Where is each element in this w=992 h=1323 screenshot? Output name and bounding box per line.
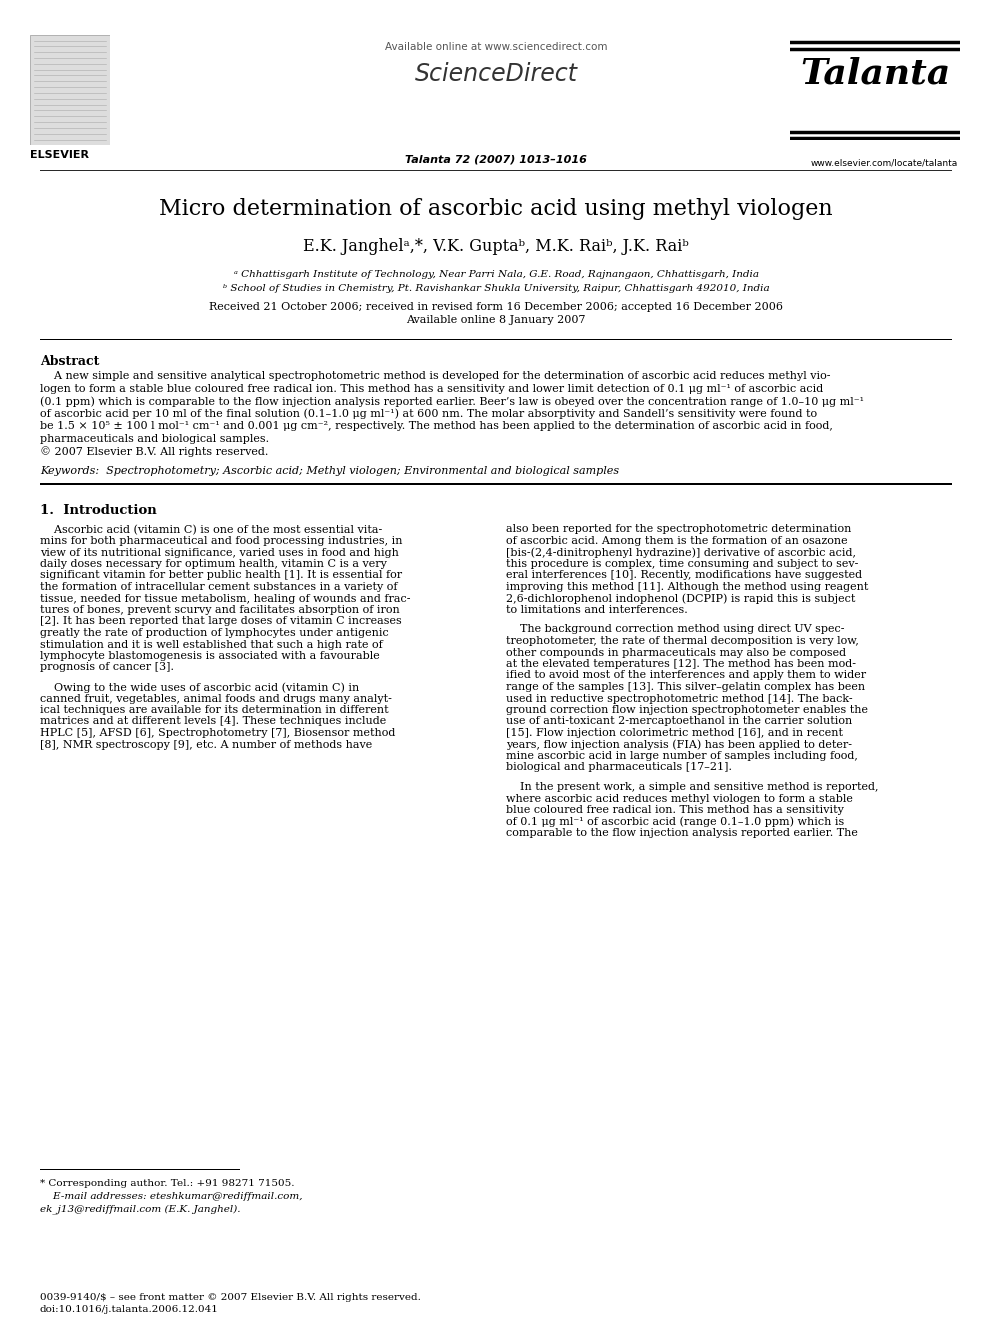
Text: 1.  Introduction: 1. Introduction	[40, 504, 157, 517]
Text: of ascorbic acid. Among them is the formation of an osazone: of ascorbic acid. Among them is the form…	[506, 536, 847, 546]
Text: [15]. Flow injection colorimetric method [16], and in recent: [15]. Flow injection colorimetric method…	[506, 728, 843, 738]
Text: E.K. Janghelᵃ,*, V.K. Guptaᵇ, M.K. Raiᵇ, J.K. Raiᵇ: E.K. Janghelᵃ,*, V.K. Guptaᵇ, M.K. Raiᵇ,…	[304, 238, 688, 255]
Text: The background correction method using direct UV spec-: The background correction method using d…	[506, 624, 844, 635]
Text: [2]. It has been reported that large doses of vitamin C increases: [2]. It has been reported that large dos…	[40, 617, 402, 627]
Text: eral interferences [10]. Recently, modifications have suggested: eral interferences [10]. Recently, modif…	[506, 570, 862, 581]
Text: matrices and at different levels [4]. These techniques include: matrices and at different levels [4]. Th…	[40, 717, 386, 726]
Text: prognosis of cancer [3].: prognosis of cancer [3].	[40, 663, 174, 672]
Text: ELSEVIER: ELSEVIER	[30, 149, 89, 160]
Text: this procedure is complex, time consuming and subject to sev-: this procedure is complex, time consumin…	[506, 560, 858, 569]
Text: of ascorbic acid per 10 ml of the final solution (0.1–1.0 μg ml⁻¹) at 600 nm. Th: of ascorbic acid per 10 ml of the final …	[40, 409, 817, 419]
Text: used in reductive spectrophotometric method [14]. The back-: used in reductive spectrophotometric met…	[506, 693, 853, 704]
Text: www.elsevier.com/locate/talanta: www.elsevier.com/locate/talanta	[810, 157, 958, 167]
Text: Micro determination of ascorbic acid using methyl viologen: Micro determination of ascorbic acid usi…	[159, 198, 833, 220]
Text: range of the samples [13]. This silver–gelatin complex has been: range of the samples [13]. This silver–g…	[506, 681, 865, 692]
Text: mine ascorbic acid in large number of samples including food,: mine ascorbic acid in large number of sa…	[506, 751, 858, 761]
Text: [8], NMR spectroscopy [9], etc. A number of methods have: [8], NMR spectroscopy [9], etc. A number…	[40, 740, 372, 750]
Text: biological and pharmaceuticals [17–21].: biological and pharmaceuticals [17–21].	[506, 762, 732, 773]
Text: Abstract: Abstract	[40, 355, 99, 368]
Text: blue coloured free radical ion. This method has a sensitivity: blue coloured free radical ion. This met…	[506, 804, 844, 815]
Text: logen to form a stable blue coloured free radical ion. This method has a sensiti: logen to form a stable blue coloured fre…	[40, 384, 823, 393]
Text: of 0.1 μg ml⁻¹ of ascorbic acid (range 0.1–1.0 ppm) which is: of 0.1 μg ml⁻¹ of ascorbic acid (range 0…	[506, 816, 844, 827]
Text: In the present work, a simple and sensitive method is reported,: In the present work, a simple and sensit…	[506, 782, 879, 792]
Text: 2,6-dichlorophenol indophenol (DCPIP) is rapid this is subject: 2,6-dichlorophenol indophenol (DCPIP) is…	[506, 594, 855, 605]
Text: at the elevated temperatures [12]. The method has been mod-: at the elevated temperatures [12]. The m…	[506, 659, 856, 669]
Text: © 2007 Elsevier B.V. All rights reserved.: © 2007 Elsevier B.V. All rights reserved…	[40, 446, 269, 456]
Text: * Corresponding author. Tel.: +91 98271 71505.: * Corresponding author. Tel.: +91 98271 …	[40, 1179, 295, 1188]
Text: ical techniques are available for its determination in different: ical techniques are available for its de…	[40, 705, 389, 714]
Text: use of anti-toxicant 2-mercaptoethanol in the carrier solution: use of anti-toxicant 2-mercaptoethanol i…	[506, 717, 852, 726]
Text: Talanta 72 (2007) 1013–1016: Talanta 72 (2007) 1013–1016	[405, 155, 587, 165]
Text: Received 21 October 2006; received in revised form 16 December 2006; accepted 16: Received 21 October 2006; received in re…	[209, 302, 783, 312]
Text: doi:10.1016/j.talanta.2006.12.041: doi:10.1016/j.talanta.2006.12.041	[40, 1304, 219, 1314]
Text: 0039-9140/$ – see front matter © 2007 Elsevier B.V. All rights reserved.: 0039-9140/$ – see front matter © 2007 El…	[40, 1293, 421, 1302]
Text: tures of bones, prevent scurvy and facilitates absorption of iron: tures of bones, prevent scurvy and facil…	[40, 605, 400, 615]
Text: lymphocyte blastomogenesis is associated with a favourable: lymphocyte blastomogenesis is associated…	[40, 651, 380, 662]
Text: Talanta: Talanta	[800, 57, 950, 91]
Text: to limitations and interferences.: to limitations and interferences.	[506, 605, 687, 615]
Text: canned fruit, vegetables, animal foods and drugs many analyt-: canned fruit, vegetables, animal foods a…	[40, 693, 392, 704]
Text: stimulation and it is well established that such a high rate of: stimulation and it is well established t…	[40, 639, 383, 650]
Text: Owing to the wide uses of ascorbic acid (vitamin C) in: Owing to the wide uses of ascorbic acid …	[40, 681, 359, 692]
Text: ified to avoid most of the interferences and apply them to wider: ified to avoid most of the interferences…	[506, 671, 866, 680]
Text: significant vitamin for better public health [1]. It is essential for: significant vitamin for better public he…	[40, 570, 402, 581]
Text: tissue, needed for tissue metabolism, healing of wounds and frac-: tissue, needed for tissue metabolism, he…	[40, 594, 411, 603]
Text: [bis-(2,4-dinitrophenyl hydrazine)] derivative of ascorbic acid,: [bis-(2,4-dinitrophenyl hydrazine)] deri…	[506, 548, 856, 558]
Text: ScienceDirect: ScienceDirect	[415, 62, 577, 86]
Text: HPLC [5], AFSD [6], Spectrophotometry [7], Biosensor method: HPLC [5], AFSD [6], Spectrophotometry [7…	[40, 728, 396, 738]
Text: Keywords:  Spectrophotometry; Ascorbic acid; Methyl viologen; Environmental and : Keywords: Spectrophotometry; Ascorbic ac…	[40, 467, 619, 476]
Text: be 1.5 × 10⁵ ± 100 l mol⁻¹ cm⁻¹ and 0.001 μg cm⁻², respectively. The method has : be 1.5 × 10⁵ ± 100 l mol⁻¹ cm⁻¹ and 0.00…	[40, 421, 833, 431]
Text: years, flow injection analysis (FIA) has been applied to deter-: years, flow injection analysis (FIA) has…	[506, 740, 852, 750]
Text: view of its nutritional significance, varied uses in food and high: view of its nutritional significance, va…	[40, 548, 399, 557]
Text: other compounds in pharmaceuticals may also be composed: other compounds in pharmaceuticals may a…	[506, 647, 846, 658]
Text: ᵃ Chhattisgarh Institute of Technology, Near Parri Nala, G.E. Road, Rajnangaon, : ᵃ Chhattisgarh Institute of Technology, …	[233, 270, 759, 279]
Text: Available online 8 January 2007: Available online 8 January 2007	[407, 315, 585, 325]
Text: where ascorbic acid reduces methyl viologen to form a stable: where ascorbic acid reduces methyl violo…	[506, 794, 853, 803]
Text: daily doses necessary for optimum health, vitamin C is a very: daily doses necessary for optimum health…	[40, 560, 387, 569]
Text: comparable to the flow injection analysis reported earlier. The: comparable to the flow injection analysi…	[506, 828, 858, 837]
Text: treophotometer, the rate of thermal decomposition is very low,: treophotometer, the rate of thermal deco…	[506, 636, 859, 646]
Text: (0.1 ppm) which is comparable to the flow injection analysis reported earlier. B: (0.1 ppm) which is comparable to the flo…	[40, 396, 864, 406]
Text: A new simple and sensitive analytical spectrophotometric method is developed for: A new simple and sensitive analytical sp…	[40, 370, 830, 381]
Text: also been reported for the spectrophotometric determination: also been reported for the spectrophotom…	[506, 524, 851, 534]
Text: mins for both pharmaceutical and food processing industries, in: mins for both pharmaceutical and food pr…	[40, 536, 403, 546]
Text: ᵇ School of Studies in Chemistry, Pt. Ravishankar Shukla University, Raipur, Chh: ᵇ School of Studies in Chemistry, Pt. Ra…	[222, 284, 770, 292]
Text: improving this method [11]. Although the method using reagent: improving this method [11]. Although the…	[506, 582, 868, 591]
Text: greatly the rate of production of lymphocytes under antigenic: greatly the rate of production of lympho…	[40, 628, 389, 638]
Text: Ascorbic acid (vitamin C) is one of the most essential vita-: Ascorbic acid (vitamin C) is one of the …	[40, 524, 382, 534]
Text: the formation of intracellular cement substances in a variety of: the formation of intracellular cement su…	[40, 582, 398, 591]
Text: ground correction flow injection spectrophotometer enables the: ground correction flow injection spectro…	[506, 705, 868, 714]
Text: E-mail addresses: eteshkumar@rediffmail.com,: E-mail addresses: eteshkumar@rediffmail.…	[40, 1192, 303, 1201]
Text: Available online at www.sciencedirect.com: Available online at www.sciencedirect.co…	[385, 42, 607, 52]
Text: ek_j13@rediffmail.com (E.K. Janghel).: ek_j13@rediffmail.com (E.K. Janghel).	[40, 1204, 240, 1213]
Text: pharmaceuticals and biological samples.: pharmaceuticals and biological samples.	[40, 434, 269, 443]
